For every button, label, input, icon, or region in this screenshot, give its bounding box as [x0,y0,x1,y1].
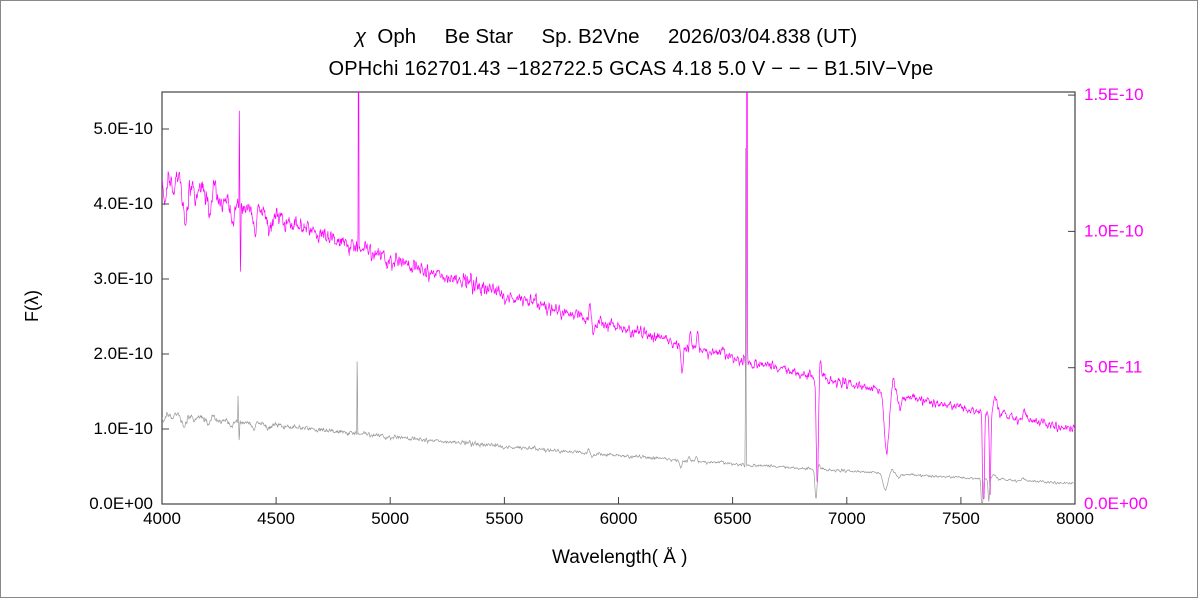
svg-text:7000: 7000 [828,509,866,528]
svg-text:7500: 7500 [942,509,980,528]
svg-text:1.0E-10: 1.0E-10 [1084,221,1144,240]
svg-text:4.0E-10: 4.0E-10 [93,194,153,213]
svg-text:5.0E-10: 5.0E-10 [93,119,153,138]
svg-text:4500: 4500 [257,509,295,528]
svg-text:3.0E-10: 3.0E-10 [93,269,153,288]
svg-text:1.5E-10: 1.5E-10 [1084,85,1144,104]
svg-text:F(λ): F(λ) [22,290,42,322]
svg-text:0.0E+00: 0.0E+00 [89,494,153,513]
svg-text:2.0E-10: 2.0E-10 [93,344,153,363]
svg-text:5.0E-11: 5.0E-11 [1084,358,1142,377]
svg-text:5500: 5500 [485,509,523,528]
svg-text:0.0E+00: 0.0E+00 [1084,494,1148,513]
svg-text:6500: 6500 [714,509,752,528]
svg-text:1.0E-10: 1.0E-10 [93,419,153,438]
svg-text:5000: 5000 [371,509,409,528]
svg-text:6000: 6000 [600,509,638,528]
